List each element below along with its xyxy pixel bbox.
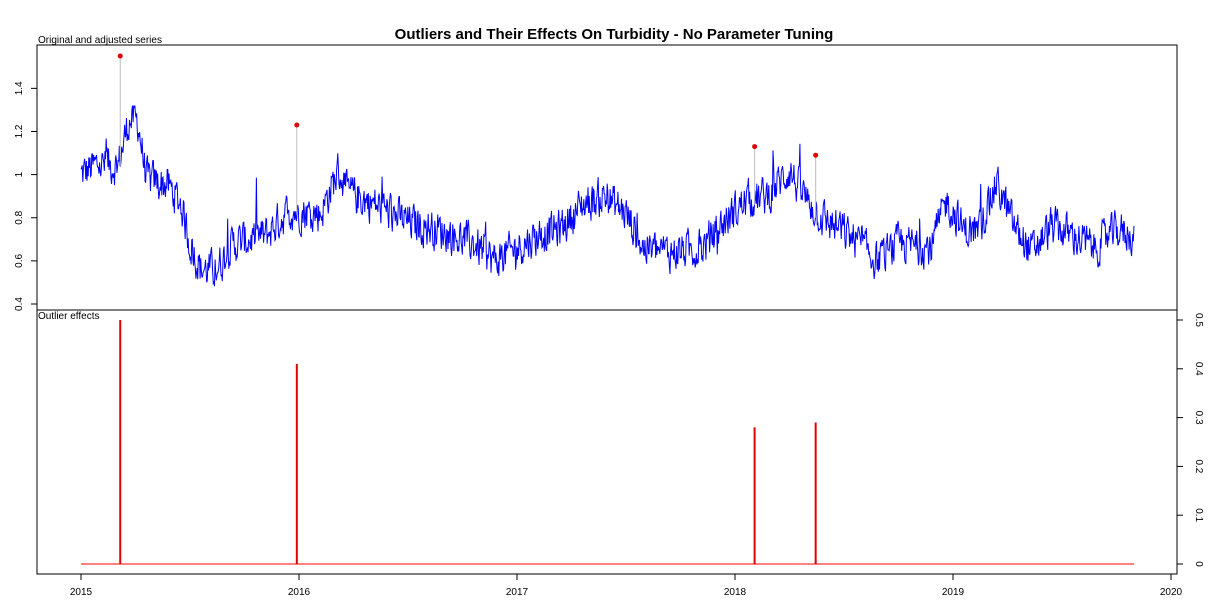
top-y-tick-label: 0.4 — [14, 297, 25, 311]
bottom-y-tick-label: 0 — [1193, 561, 1204, 567]
outlier-point — [813, 152, 819, 158]
bottom-panel-frame — [36, 309, 1178, 575]
x-tick-label: 2016 — [288, 587, 311, 598]
x-tick-label: 2017 — [506, 587, 529, 598]
bottom-y-tick-label: 0.5 — [1193, 313, 1204, 327]
bottom-y-tick-label: 0.4 — [1193, 362, 1204, 376]
bottom-panel-label: Outlier effects — [38, 311, 100, 322]
chart-title: Outliers and Their Effects On Turbidity … — [395, 26, 834, 43]
x-tick-label: 2015 — [70, 587, 93, 598]
x-tick-label: 2018 — [724, 587, 747, 598]
bottom-y-tick-label: 0.2 — [1193, 459, 1204, 473]
top-plot-area — [80, 53, 1135, 287]
adjusted-series-line — [80, 105, 1135, 287]
bottom-y-tick-label: 0.1 — [1193, 508, 1204, 522]
outlier-point — [117, 53, 123, 59]
top-y-tick-label: 1.4 — [14, 81, 25, 95]
top-y-axis: 0.4 0.6 0.8 1 1.2 1.4 — [14, 81, 38, 311]
bottom-y-tick-label: 0.3 — [1193, 411, 1204, 425]
top-y-tick-label: 0.8 — [14, 210, 25, 224]
top-panel-label: Original and adjusted series — [38, 35, 162, 46]
bottom-plot-area — [81, 320, 1134, 565]
outlier-point — [294, 122, 300, 128]
outlier-point — [752, 144, 758, 150]
bottom-y-axis: 0 0.1 0.2 0.3 0.4 0.5 — [1176, 313, 1204, 567]
top-y-tick-label: 1.2 — [14, 124, 25, 138]
x-tick-label: 2019 — [942, 587, 965, 598]
x-axis: 2015 2016 2017 2018 2019 2020 — [70, 573, 1183, 598]
top-y-tick-label: 0.6 — [14, 253, 25, 267]
x-tick-label: 2020 — [1160, 587, 1183, 598]
top-y-tick-label: 1 — [14, 171, 25, 177]
